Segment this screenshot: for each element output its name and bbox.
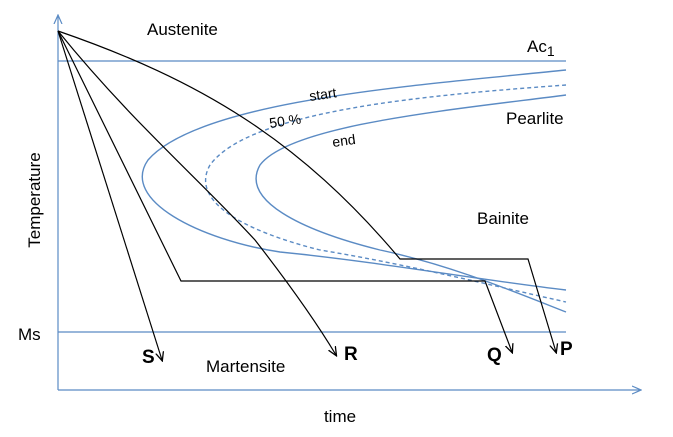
region-pearlite: Pearlite	[506, 109, 564, 128]
cooling-path-r	[57, 30, 336, 355]
region-martensite: Martensite	[206, 357, 285, 376]
start-curve	[141, 69, 567, 291]
region-austenite: Austenite	[147, 20, 218, 39]
ac1-label: Ac1	[527, 37, 555, 59]
cooling-path-p	[57, 30, 556, 352]
ac1-main: Ac	[527, 37, 547, 56]
path-label-r: R	[344, 344, 358, 365]
path-label-p: P	[560, 339, 573, 360]
cooling-path-s	[57, 30, 162, 360]
ac1-sub: 1	[547, 43, 555, 59]
path-label-q: Q	[487, 345, 502, 366]
curve-label-start: start	[308, 84, 337, 104]
cooling-path-q	[57, 30, 512, 352]
fifty-percent-curve	[204, 84, 567, 303]
curve-label-fifty: 50 %	[268, 111, 302, 131]
end-curve	[255, 94, 567, 313]
region-bainite: Bainite	[477, 209, 529, 228]
curve-label-end: end	[331, 131, 356, 150]
ms-label: Ms	[18, 325, 41, 344]
ylabel: Temperature	[25, 152, 44, 247]
xlabel: time	[324, 407, 356, 426]
path-label-s: S	[142, 347, 155, 368]
